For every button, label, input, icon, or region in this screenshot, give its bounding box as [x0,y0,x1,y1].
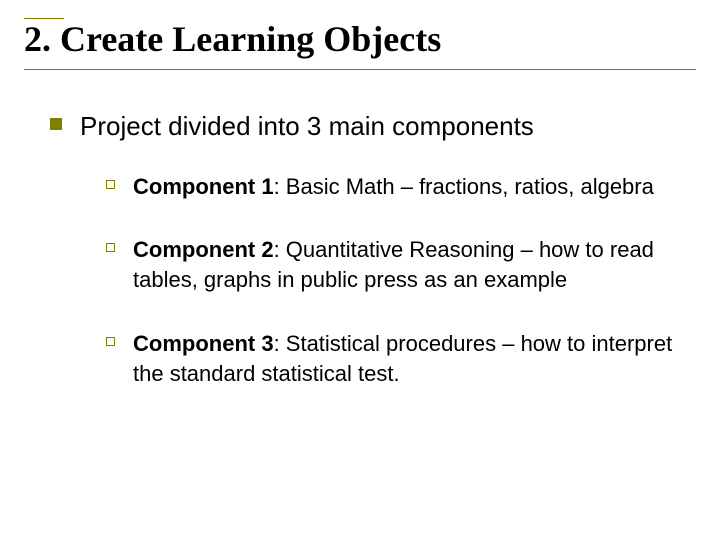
list-item-text: Component 2: Quantitative Reasoning – ho… [133,235,680,294]
component-label: Component 3 [133,331,274,356]
title-underline [24,69,696,70]
title-accent-short [24,18,64,19]
hollow-square-bullet-icon [106,180,115,189]
title-number: 2. [24,19,51,59]
list-item-text: Component 3: Statistical procedures – ho… [133,329,680,388]
list-item: Component 3: Statistical procedures – ho… [106,329,680,388]
hollow-square-bullet-icon [106,337,115,346]
body-item: Project divided into 3 main components [50,110,680,144]
list-item: Component 1: Basic Math – fractions, rat… [106,172,680,202]
component-desc: : Basic Math – fractions, ratios, algebr… [274,174,654,199]
list-item: Component 2: Quantitative Reasoning – ho… [106,235,680,294]
title-text: Create Learning Objects [60,19,441,59]
component-label: Component 2 [133,237,274,262]
list-item-text: Component 1: Basic Math – fractions, rat… [133,172,654,202]
slide-title: 2. Create Learning Objects [24,18,696,66]
sub-list: Component 1: Basic Math – fractions, rat… [106,172,680,388]
slide-title-region: 2. Create Learning Objects [24,18,696,66]
filled-square-bullet-icon [50,118,62,130]
hollow-square-bullet-icon [106,243,115,252]
slide-body: Project divided into 3 main components C… [50,110,680,422]
body-item-text: Project divided into 3 main components [80,110,534,144]
component-label: Component 1 [133,174,274,199]
